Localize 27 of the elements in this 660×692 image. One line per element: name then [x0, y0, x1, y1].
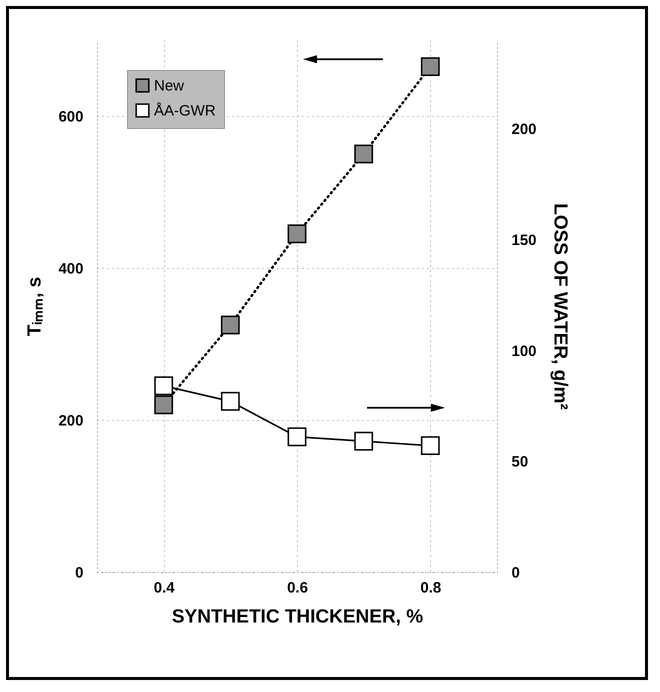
point — [220, 316, 240, 334]
y2-tick-label: 0 — [512, 564, 520, 582]
y-axis-title: Tᵢₘₘ, s — [24, 276, 46, 336]
point — [154, 395, 174, 414]
x-tick-label: 0.4 — [154, 580, 176, 596]
point — [288, 224, 306, 244]
y2-axis-title: LOSS OF WATER, g/m² — [550, 203, 571, 410]
y2-tick-label: 200 — [512, 121, 537, 138]
point — [220, 392, 240, 411]
point — [154, 376, 174, 396]
legend-label: New — [154, 78, 184, 94]
point — [420, 436, 440, 456]
y-tick-label: 600 — [58, 108, 84, 126]
point — [420, 57, 440, 76]
point — [288, 427, 306, 446]
y2-tick-label: 50 — [512, 454, 528, 471]
x-tick-label: 0.6 — [287, 580, 308, 596]
y2-tick-label: 150 — [512, 232, 537, 249]
y2-tick-label: 100 — [512, 342, 537, 360]
x-axis-title: SYNTHETIC THICKENER, % — [172, 606, 424, 628]
y-tick-label: 400 — [58, 260, 84, 278]
point — [354, 144, 374, 164]
y-tick-label: 200 — [58, 412, 84, 430]
x-tick-label: 0.8 — [420, 580, 442, 596]
point — [354, 432, 374, 451]
y-tick-label: 0 — [75, 564, 84, 582]
legend-label: ÅA-GWR — [154, 102, 216, 120]
